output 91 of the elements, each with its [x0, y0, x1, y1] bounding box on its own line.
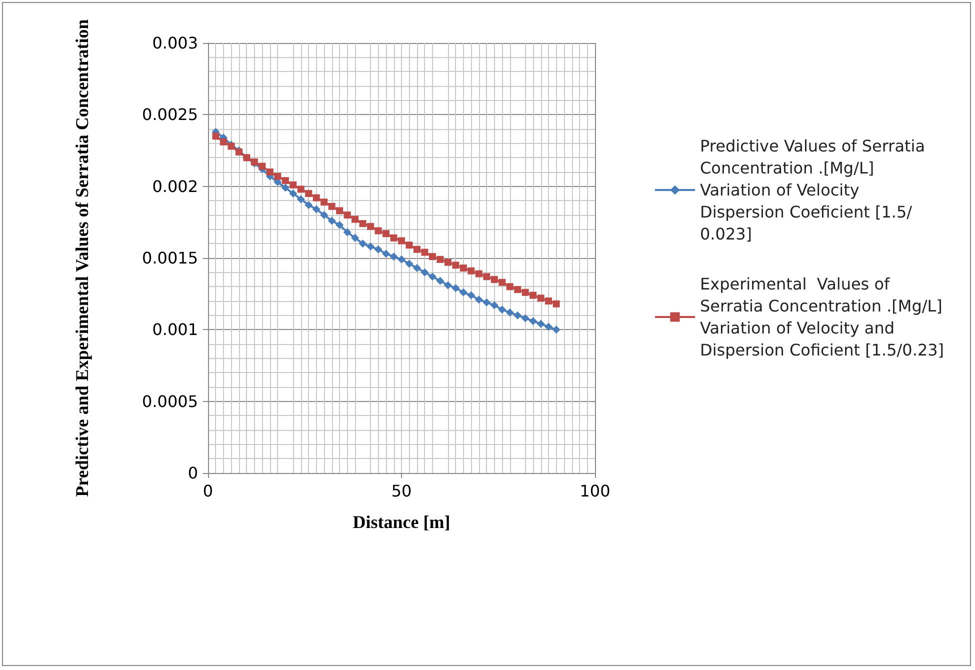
point	[366, 242, 375, 251]
point	[312, 205, 320, 214]
x-tick-label: 100	[580, 482, 610, 500]
legend-label: Experimental Values of Serratia Concentration .[Mg/L] Variation of Velocity and Dispersion Coficient [1.5/0.23]	[700, 274, 948, 360]
point	[514, 286, 522, 294]
point	[436, 256, 444, 263]
point	[374, 227, 382, 234]
point	[514, 311, 522, 320]
point	[552, 300, 560, 308]
point	[412, 264, 421, 272]
y-tick-label: 0.002	[152, 176, 198, 196]
point	[413, 246, 420, 253]
point	[374, 245, 382, 254]
point	[328, 216, 336, 225]
point	[320, 198, 328, 206]
point	[475, 270, 482, 278]
point	[343, 228, 352, 236]
point	[474, 296, 483, 304]
point	[459, 288, 468, 296]
point	[382, 230, 390, 238]
point	[405, 260, 414, 268]
point	[545, 298, 552, 304]
point	[552, 326, 560, 334]
point	[482, 298, 491, 306]
legend-label: Predictive Values of Serratia Concentration .[Mg/L] Variation of Velocity Dispersion Coeficient [1.5/0.023]	[700, 136, 930, 244]
point	[498, 278, 506, 286]
point	[444, 258, 452, 266]
point	[336, 221, 344, 230]
x-axis-title: Distance [m]	[352, 512, 450, 532]
point	[390, 234, 398, 242]
point	[436, 276, 444, 285]
point	[367, 222, 374, 230]
point	[290, 181, 297, 188]
point	[304, 200, 313, 209]
point	[358, 240, 367, 248]
point	[336, 207, 344, 214]
point	[274, 172, 282, 180]
point	[296, 195, 305, 204]
point	[506, 283, 514, 290]
point	[428, 272, 436, 281]
y-axis-title: Predictive and Experimental Values of Serratia Concentration	[72, 19, 92, 497]
point	[537, 294, 544, 302]
point	[297, 186, 304, 193]
point	[530, 292, 537, 299]
point	[536, 320, 545, 328]
point	[421, 248, 428, 256]
x-tick-label: 0	[202, 482, 214, 500]
point	[467, 291, 476, 300]
point	[506, 308, 514, 316]
point	[522, 288, 529, 296]
y-tick-label: 0.0005	[142, 392, 198, 411]
point	[390, 252, 398, 261]
point	[312, 194, 320, 202]
point	[220, 138, 227, 146]
point	[420, 268, 429, 276]
point	[212, 132, 220, 140]
y-tick-label: 0.0025	[142, 105, 198, 124]
point	[289, 190, 298, 198]
y-tick-label: 0.001	[152, 320, 198, 340]
point	[452, 284, 460, 292]
point	[258, 162, 266, 170]
point	[521, 314, 530, 322]
point	[460, 264, 467, 272]
point	[468, 267, 475, 274]
point	[483, 273, 490, 280]
point	[281, 184, 290, 192]
point	[490, 301, 498, 310]
point	[328, 202, 336, 210]
point	[282, 177, 289, 184]
point	[406, 242, 413, 249]
point	[498, 306, 506, 314]
point	[305, 190, 312, 197]
point	[382, 250, 390, 258]
y-tick-label: 0.003	[152, 34, 198, 52]
point	[444, 281, 452, 290]
point	[452, 262, 460, 269]
point	[490, 276, 498, 283]
y-tick-label: 0.0015	[142, 248, 198, 268]
x-tick-label: 50	[391, 482, 412, 500]
point	[428, 253, 436, 260]
point	[352, 216, 359, 223]
point	[544, 322, 553, 331]
point	[320, 211, 328, 219]
point	[351, 234, 360, 242]
y-tick-label: 0	[188, 464, 198, 482]
point	[359, 220, 366, 228]
point	[529, 317, 538, 326]
point	[344, 212, 351, 218]
point	[266, 168, 274, 176]
point	[398, 255, 406, 264]
point	[398, 237, 405, 244]
